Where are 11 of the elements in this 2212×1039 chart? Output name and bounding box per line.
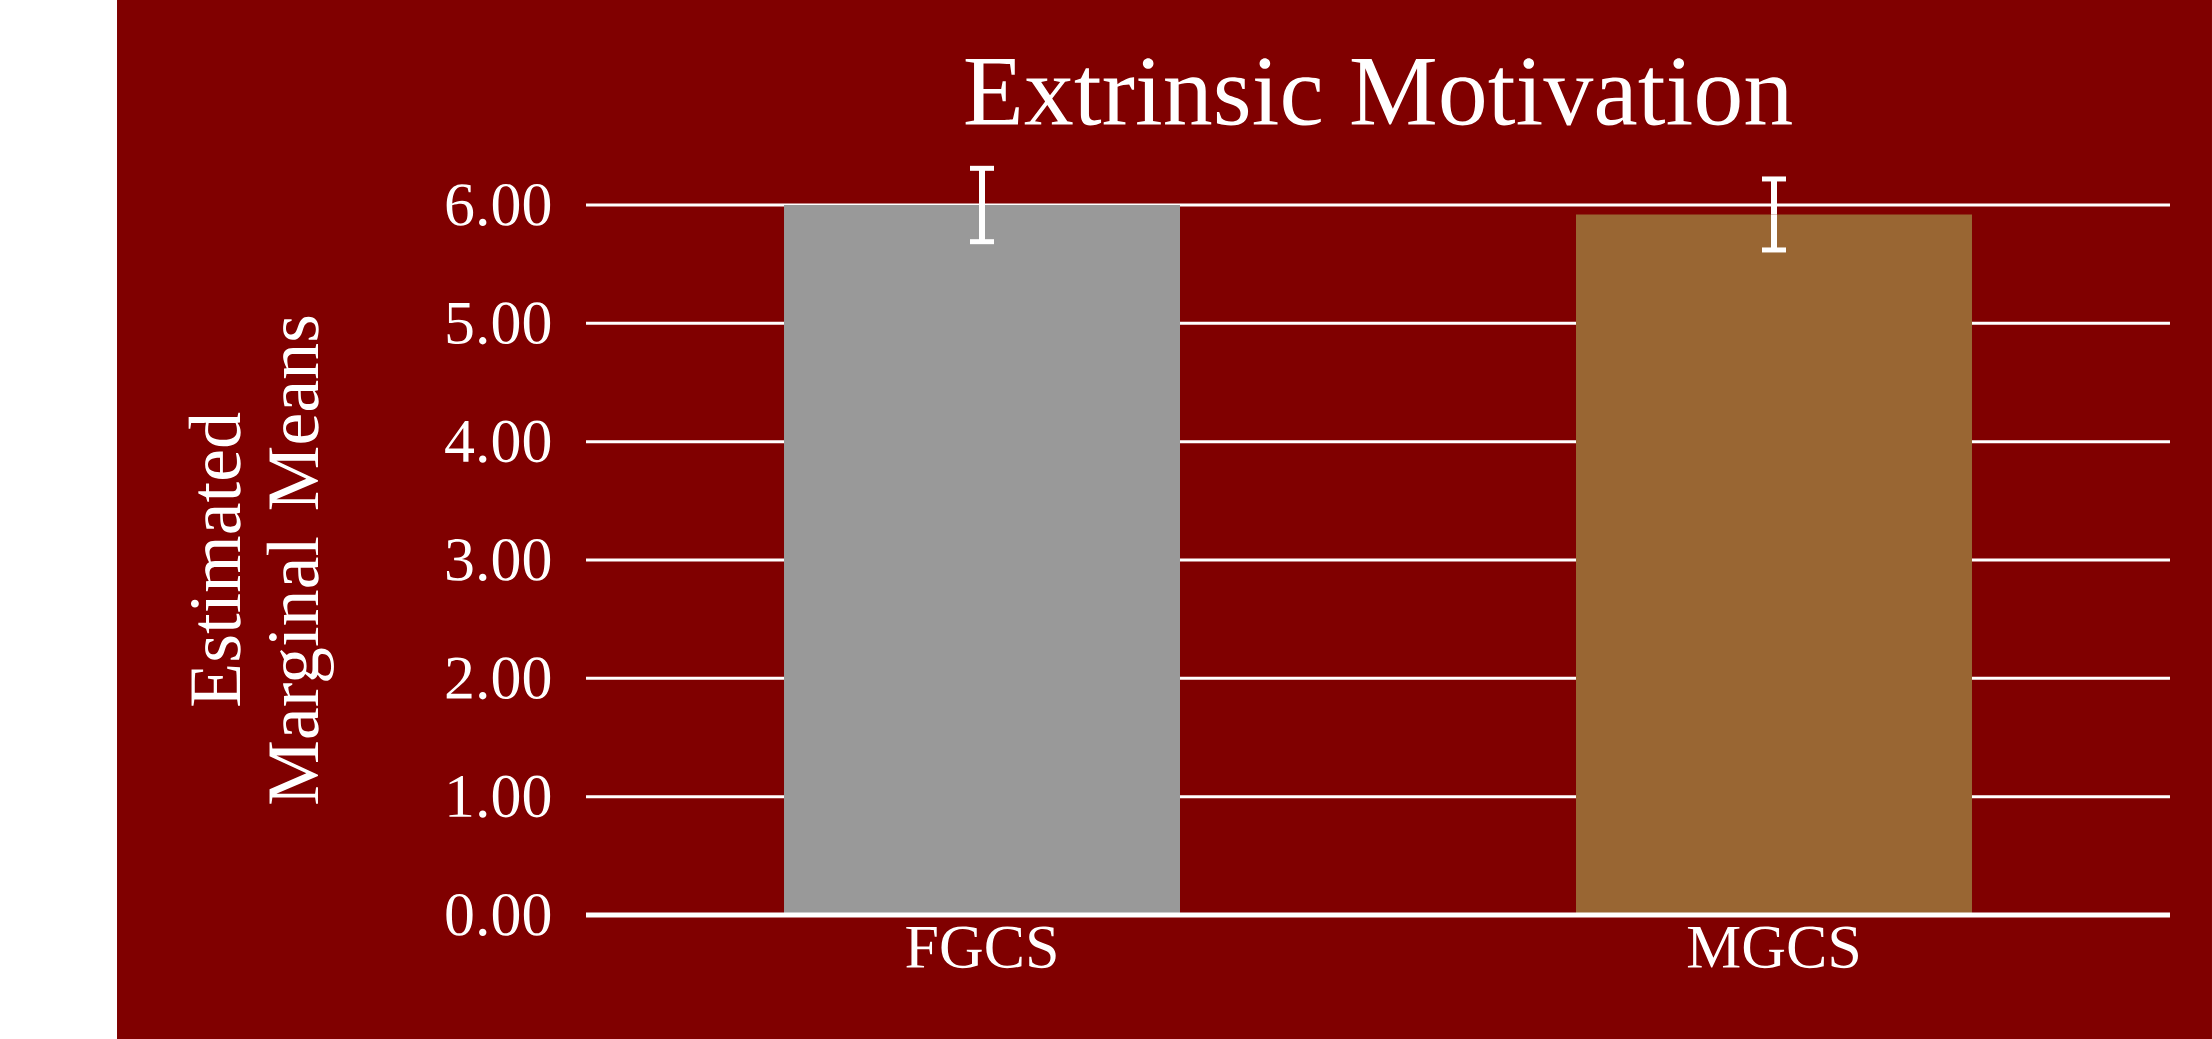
y-tick-label: 4.00 [445,420,551,463]
chart-title: Extrinsic Motivation [965,58,1792,126]
x-tick-label: FGCS [906,926,1056,969]
y-tick-label: 2.00 [446,657,551,700]
y-tick-label: 5.00 [447,302,551,345]
x-tick-label: MGCS [1687,926,1858,969]
y-tick-label: 0.00 [446,893,551,937]
y-tick-label: 1.00 [449,775,551,818]
y-axis-title: Estimated Marginal Means [188,316,334,804]
y-tick-label: 6.00 [446,183,551,227]
y-tick-label: 3.00 [446,538,551,582]
